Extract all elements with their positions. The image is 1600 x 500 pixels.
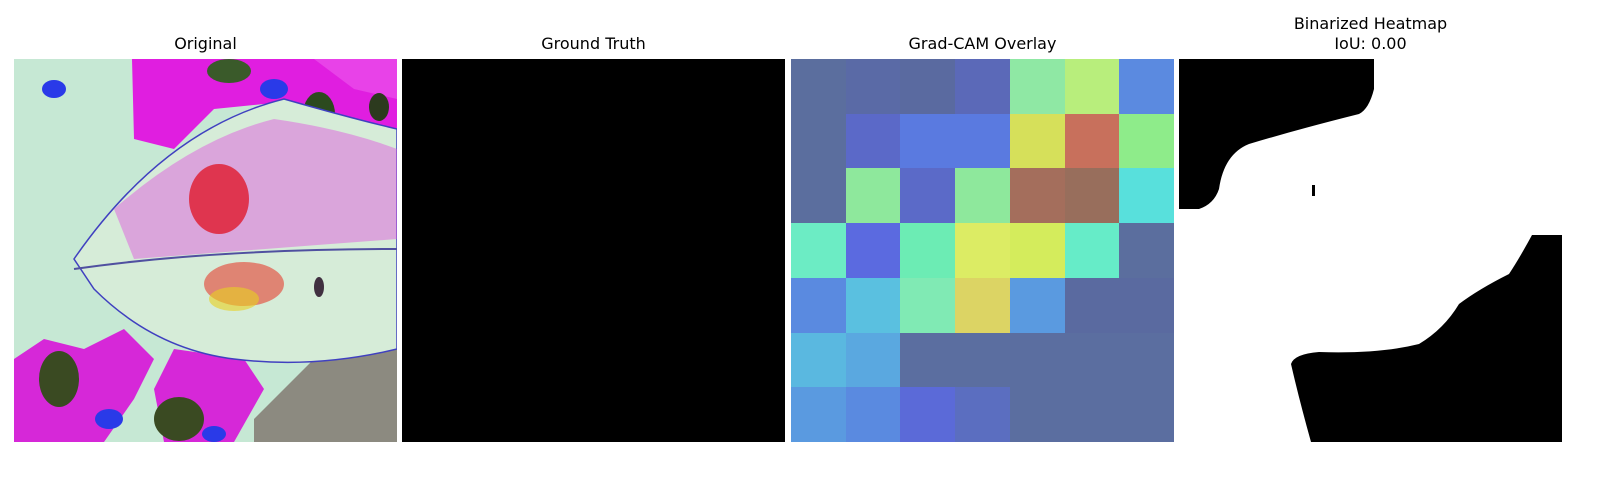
gradcam-cell <box>1064 387 1120 442</box>
gradcam-cell <box>1119 387 1174 442</box>
binarized-mask-drawing <box>1179 59 1562 442</box>
gradcam-cell <box>955 277 1010 333</box>
ground-truth-mask <box>402 59 785 442</box>
gradcam-cell <box>1064 223 1120 278</box>
gradcam-cell <box>1119 277 1174 333</box>
gradcam-cell <box>845 223 901 278</box>
gradcam-cell <box>1009 277 1065 333</box>
gradcam-cell <box>1064 113 1120 169</box>
gradcam-cell <box>1009 168 1065 224</box>
gradcam-cell <box>791 168 846 224</box>
gradcam-cell <box>955 332 1010 388</box>
gradcam-cell <box>900 223 956 278</box>
gradcam-cell <box>1009 332 1065 388</box>
gradcam-cell <box>1009 59 1065 114</box>
gradcam-cell <box>1064 168 1120 224</box>
ground-truth-title: Ground Truth <box>541 34 646 53</box>
gradcam-cell <box>955 168 1010 224</box>
gradcam-cell <box>845 277 901 333</box>
gradcam-cell <box>791 277 846 333</box>
gradcam-cell <box>1064 277 1120 333</box>
gradcam-cell <box>955 59 1010 114</box>
gradcam-cell <box>955 223 1010 278</box>
gradcam-cell <box>1064 332 1120 388</box>
gradcam-title: Grad-CAM Overlay <box>908 34 1057 53</box>
gradcam-cell <box>900 168 956 224</box>
original-title: Original <box>174 34 237 53</box>
gradcam-cell <box>791 113 846 169</box>
gradcam-cell <box>845 332 901 388</box>
gradcam-cell <box>791 332 846 388</box>
gradcam-cell <box>791 59 846 114</box>
gradcam-cell <box>845 387 901 442</box>
gradcam-cell <box>900 387 956 442</box>
gradcam-cell <box>1009 223 1065 278</box>
binarized-heatmap <box>1179 59 1562 442</box>
gradcam-cell <box>1119 332 1174 388</box>
gradcam-cell <box>1009 387 1065 442</box>
gradcam-cell <box>900 59 956 114</box>
binarized-title: Binarized Heatmap IoU: 0.00 <box>1293 14 1448 53</box>
gradcam-cell <box>845 168 901 224</box>
gradcam-cell <box>955 387 1010 442</box>
gradcam-cell <box>1119 113 1174 169</box>
gradcam-cell <box>1119 59 1174 114</box>
gradcam-cell <box>900 113 956 169</box>
gradcam-cell <box>900 277 956 333</box>
gradcam-cell <box>791 223 846 278</box>
gradcam-cell <box>1009 113 1065 169</box>
gradcam-cell <box>791 387 846 442</box>
gradcam-cell <box>845 113 901 169</box>
gradcam-overlay <box>791 59 1174 442</box>
gradcam-cell <box>1119 168 1174 224</box>
gradcam-cell <box>845 59 901 114</box>
gradcam-cell <box>1064 59 1120 114</box>
gradcam-cell <box>1119 223 1174 278</box>
original-image-drawing <box>14 59 397 442</box>
original-image <box>14 59 397 442</box>
gradcam-cell <box>900 332 956 388</box>
gradcam-cell <box>955 113 1010 169</box>
gradcam-grid <box>791 59 1174 442</box>
